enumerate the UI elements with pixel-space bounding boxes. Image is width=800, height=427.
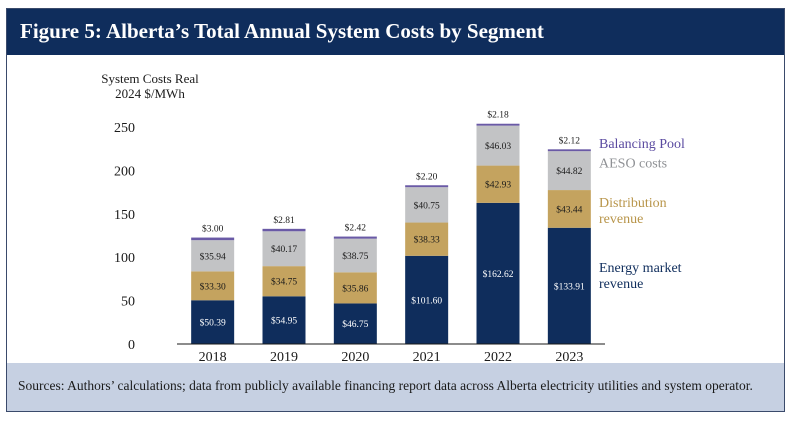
legend-entry: Distribution revenue xyxy=(599,196,667,227)
data-label: $42.93 xyxy=(485,180,511,191)
data-label: $43.44 xyxy=(556,204,582,215)
bar-segment-energy-market-revenue xyxy=(333,303,377,344)
bar-segment-balancing-pool xyxy=(262,228,306,232)
x-tick-label: 2020 xyxy=(341,350,369,365)
chart-area: System Costs Real 2024 $/MWh 0 50 100 150 200 2… xyxy=(7,55,786,365)
bar-segment-distribution-revenue xyxy=(476,165,520,203)
data-label: $38.75 xyxy=(342,251,368,262)
y-tick-label: 100 xyxy=(114,251,135,266)
bar-segment-energy-market-revenue xyxy=(191,300,235,344)
x-tick-label: 2023 xyxy=(555,350,583,365)
data-label: $54.95 xyxy=(271,316,297,327)
bar-segment-balancing-pool xyxy=(547,149,591,152)
legend-entry: AESO costs xyxy=(599,157,667,172)
data-label: $133.91 xyxy=(554,281,585,292)
data-label: $162.62 xyxy=(483,269,514,280)
bar-segment-balancing-pool xyxy=(191,237,235,241)
bar-segment-aeso-costs xyxy=(476,125,520,166)
data-label: $2.18 xyxy=(487,110,509,121)
bar-segment-energy-market-revenue xyxy=(405,255,449,344)
y-tick-label: 0 xyxy=(128,338,135,353)
data-label: $35.86 xyxy=(342,283,368,294)
bar-segment-balancing-pool xyxy=(333,236,377,239)
x-tick-label: 2018 xyxy=(199,350,227,365)
legend-entry: Balancing Pool xyxy=(599,137,685,152)
x-tick-label: 2022 xyxy=(484,350,512,365)
bar-segment-aeso-costs xyxy=(191,240,235,272)
bar-segment-aeso-costs xyxy=(405,187,449,223)
stacked-bar-chart: System Costs Real 2024 $/MWh 0 50 100 150 200 2… xyxy=(101,71,685,365)
data-label: $2.81 xyxy=(273,215,295,226)
data-label: $38.33 xyxy=(414,235,440,246)
bar-segment-aeso-costs xyxy=(547,151,591,191)
bar-segment-distribution-revenue xyxy=(547,190,591,228)
bar-segment-distribution-revenue xyxy=(333,272,377,304)
y-tick-label: 200 xyxy=(114,164,135,179)
data-label: $35.94 xyxy=(200,251,226,262)
figure-title: Figure 5: Alberta’s Total Annual System … xyxy=(20,19,544,43)
bar-segment-balancing-pool xyxy=(405,185,449,188)
bar-segment-energy-market-revenue xyxy=(547,227,591,344)
source-footer: Sources: Authors’ calculations; data fro… xyxy=(7,363,784,411)
x-tick-label: 2021 xyxy=(413,350,441,365)
legend-entry: Energy market revenue xyxy=(599,261,682,292)
bar-segment-energy-market-revenue xyxy=(476,202,520,344)
data-label: $46.75 xyxy=(342,319,368,330)
bar-segment-aeso-costs xyxy=(262,231,306,267)
title-bar: Figure 5: Alberta’s Total Annual System … xyxy=(7,9,784,55)
x-tick-label: 2019 xyxy=(270,350,298,365)
data-label: $101.60 xyxy=(411,295,442,306)
data-label: $44.82 xyxy=(556,166,582,177)
bar-segment-distribution-revenue xyxy=(262,266,306,297)
bar-segment-balancing-pool xyxy=(476,123,520,126)
source-note: Sources: Authors’ calculations; data fro… xyxy=(18,378,753,393)
bar-segment-energy-market-revenue xyxy=(262,296,306,344)
data-label: $3.00 xyxy=(202,224,224,235)
data-label: $2.12 xyxy=(559,135,581,146)
y-tick-label: 250 xyxy=(114,121,135,136)
data-label: $50.39 xyxy=(200,318,226,329)
data-label: $46.03 xyxy=(485,141,511,152)
data-label: $2.20 xyxy=(416,171,438,182)
y-tick-label: 50 xyxy=(121,295,135,310)
y-axis-title: System Costs Real 2024 $/MWh xyxy=(101,71,199,101)
data-label: $34.75 xyxy=(271,277,297,288)
bar-segment-distribution-revenue xyxy=(405,222,449,256)
data-label: $40.17 xyxy=(271,244,297,255)
bar-segment-aeso-costs xyxy=(333,238,377,273)
data-label: $2.42 xyxy=(345,223,367,234)
data-label: $40.75 xyxy=(414,200,440,211)
bar-segment-distribution-revenue xyxy=(191,271,235,301)
figure-frame: Figure 5: Alberta’s Total Annual System … xyxy=(6,8,785,412)
data-label: $33.30 xyxy=(200,281,226,292)
y-tick-label: 150 xyxy=(114,208,135,223)
